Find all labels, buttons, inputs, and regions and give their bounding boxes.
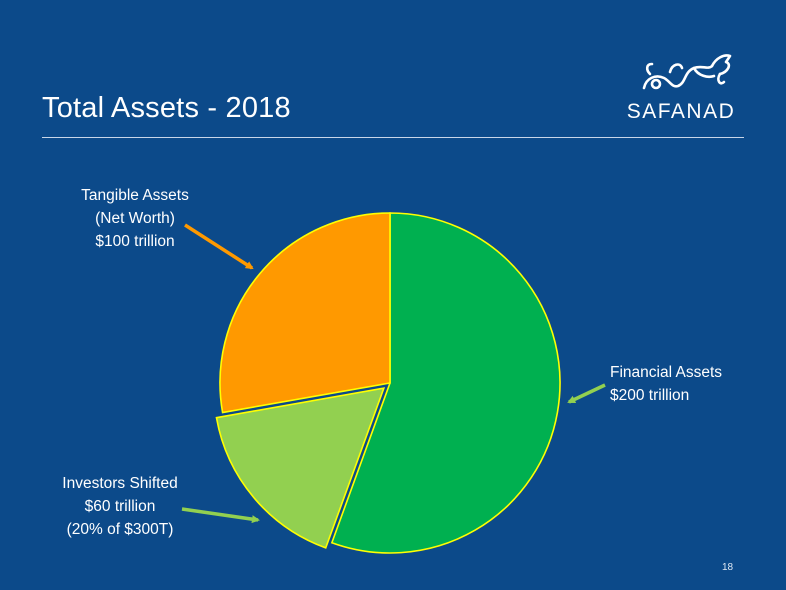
slide-title: Total Assets - 2018	[42, 92, 291, 124]
logo-wordmark: SAFANAD	[626, 100, 736, 123]
label-tangible-assets: Tangible Assets (Net Worth) $100 trillio…	[60, 184, 210, 253]
pie-slice-investors-shifted	[215, 387, 386, 549]
tangible-label-line-1: Tangible Assets	[81, 187, 189, 204]
investors-label-line-3: (20% of $300T)	[66, 521, 174, 538]
safanad-logo: SAFANAD	[616, 44, 746, 130]
tangible-label-line-2: (Net Worth)	[95, 210, 175, 227]
investors-label-line-1: Investors Shifted	[62, 475, 178, 492]
title-divider	[42, 137, 744, 138]
label-financial-assets: Financial Assets $200 trillion	[610, 361, 722, 407]
horse-logo-icon	[642, 54, 732, 90]
pie-slice-tangible-assets-net-worth	[219, 212, 391, 414]
financial-label-line-1: Financial Assets	[610, 364, 722, 381]
label-investors-shifted: Investors Shifted $60 trillion (20% of $…	[40, 472, 200, 541]
investors-arrow	[181, 507, 260, 524]
financial-arrow	[567, 383, 606, 404]
pie-slice-financial-assets	[330, 212, 561, 554]
investors-label-line-2: $60 trillion	[84, 498, 156, 515]
tangible-arrow	[184, 223, 254, 270]
financial-label-line-2: $200 trillion	[610, 387, 690, 404]
page-number: 18	[722, 562, 734, 573]
tangible-label-line-3: $100 trillion	[95, 233, 175, 250]
